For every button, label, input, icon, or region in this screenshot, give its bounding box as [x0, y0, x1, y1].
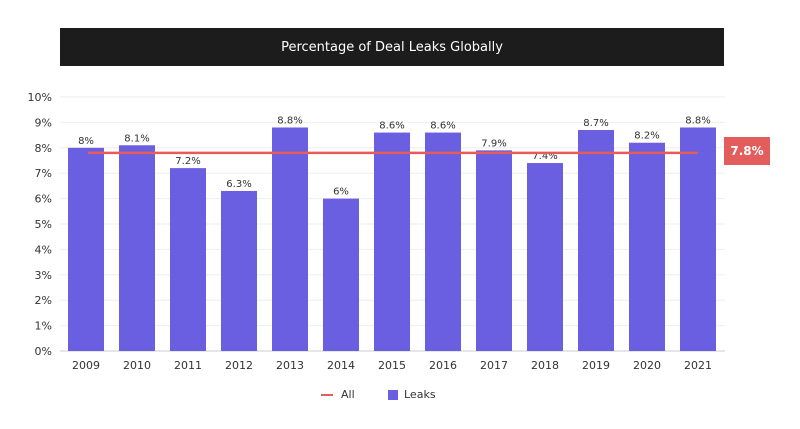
x-tick-label: 2011 [174, 359, 202, 372]
data-label: 6% [333, 187, 349, 198]
y-tick-label: 6% [35, 193, 52, 206]
x-tick-label: 2018 [531, 359, 559, 372]
x-tick-label: 2016 [429, 359, 457, 372]
y-tick-label: 8% [35, 142, 52, 155]
y-tick-label: 2% [35, 294, 52, 307]
data-label: 8.8% [277, 115, 302, 126]
bar [629, 142, 665, 351]
x-tick-label: 2009 [72, 359, 100, 372]
x-tick-label: 2019 [582, 359, 610, 372]
data-label: 8.1% [124, 133, 149, 144]
bar [527, 163, 563, 351]
bar [221, 190, 257, 351]
x-tick-label: 2012 [225, 359, 253, 372]
data-label: 8% [78, 136, 94, 147]
y-tick-label: 5% [35, 218, 52, 231]
x-tick-label: 2021 [684, 359, 712, 372]
y-tick-label: 3% [35, 269, 52, 282]
data-label: 7.4% [532, 151, 557, 162]
y-tick-label: 7% [35, 167, 52, 180]
bar [323, 198, 359, 351]
x-tick-label: 2017 [480, 359, 508, 372]
bar [272, 127, 308, 351]
bar [119, 145, 155, 351]
y-tick-label: 9% [35, 116, 52, 129]
y-tick-label: 0% [35, 345, 52, 358]
y-tick-label: 4% [35, 243, 52, 256]
x-tick-label: 2015 [378, 359, 406, 372]
legend-line-icon [321, 393, 333, 396]
data-label: 8.7% [583, 118, 608, 129]
y-tick-label: 10% [28, 91, 52, 104]
x-tick-label: 2013 [276, 359, 304, 372]
data-label: 6.3% [226, 179, 251, 190]
x-tick-label: 2020 [633, 359, 661, 372]
bar [578, 130, 614, 351]
legend-item-leaks[interactable]: Leaks [388, 388, 436, 401]
data-label: 8.6% [379, 121, 404, 132]
chart-title: Percentage of Deal Leaks Globally [60, 28, 724, 66]
average-value-label: 7.8% [724, 137, 770, 165]
bar [170, 168, 206, 351]
data-label: 7.9% [481, 138, 506, 149]
data-label: 8.6% [430, 121, 455, 132]
bar [425, 132, 461, 351]
legend-item-all[interactable]: All [321, 388, 355, 401]
x-tick-label: 2010 [123, 359, 151, 372]
bar [374, 132, 410, 351]
bar [680, 127, 716, 351]
y-tick-label: 1% [35, 320, 52, 333]
legend-label-all: All [341, 388, 355, 401]
data-label: 8.2% [634, 131, 659, 142]
data-label: 8.8% [685, 115, 710, 126]
legend-square-icon [388, 389, 398, 400]
bar [476, 150, 512, 351]
legend-label-leaks: Leaks [404, 388, 436, 401]
data-label: 7.2% [175, 156, 200, 167]
x-tick-label: 2014 [327, 359, 355, 372]
bar [68, 147, 104, 351]
